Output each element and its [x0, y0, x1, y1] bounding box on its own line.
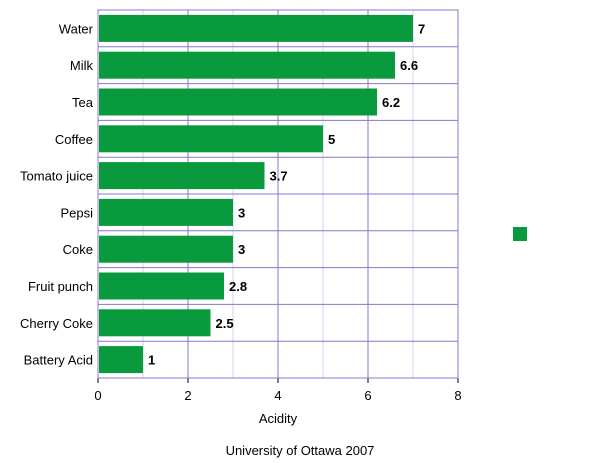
category-label: Tea: [72, 95, 94, 110]
x-axis-title: Acidity: [259, 411, 298, 426]
value-label: 6.2: [382, 95, 400, 110]
footer-credit: University of Ottawa 2007: [226, 443, 375, 458]
category-label: Milk: [70, 58, 94, 73]
x-tick-label: 0: [94, 388, 101, 403]
value-label: 5: [328, 132, 335, 147]
bars: [99, 14, 413, 374]
value-label: 3: [238, 242, 245, 257]
value-label: 2.5: [216, 316, 234, 331]
bar: [99, 309, 211, 337]
category-label: Fruit punch: [28, 279, 93, 294]
value-label: 6.6: [400, 58, 418, 73]
category-label: Battery Acid: [24, 353, 93, 368]
category-label: Cherry Coke: [20, 316, 93, 331]
x-tick-label: 2: [184, 388, 191, 403]
value-label: 1: [148, 353, 155, 368]
x-tick-label: 4: [274, 388, 281, 403]
value-label: 7: [418, 21, 425, 36]
legend-swatch: [513, 227, 527, 241]
bar: [99, 162, 265, 190]
labels: Water 7 Milk 6.6 Tea 6.2 Coffee 5 Tomato juice 3.…: [20, 21, 462, 403]
bar: [99, 14, 413, 42]
category-label: Tomato juice: [20, 169, 93, 184]
bar: [99, 51, 395, 79]
category-label: Coffee: [55, 132, 93, 147]
category-label: Water: [59, 21, 94, 36]
bar: [99, 88, 377, 116]
value-label: 2.8: [229, 279, 247, 294]
bar: [99, 125, 323, 153]
x-tick-label: 8: [454, 388, 461, 403]
value-label: 3.7: [270, 169, 288, 184]
category-label: Coke: [63, 242, 93, 257]
bar: [99, 346, 143, 374]
plot-border: [97, 9, 459, 379]
bar: [99, 198, 233, 226]
category-label: Pepsi: [60, 205, 93, 220]
value-label: 3: [238, 205, 245, 220]
x-tick-label: 6: [364, 388, 371, 403]
bar: [99, 272, 224, 300]
bar: [99, 235, 233, 263]
